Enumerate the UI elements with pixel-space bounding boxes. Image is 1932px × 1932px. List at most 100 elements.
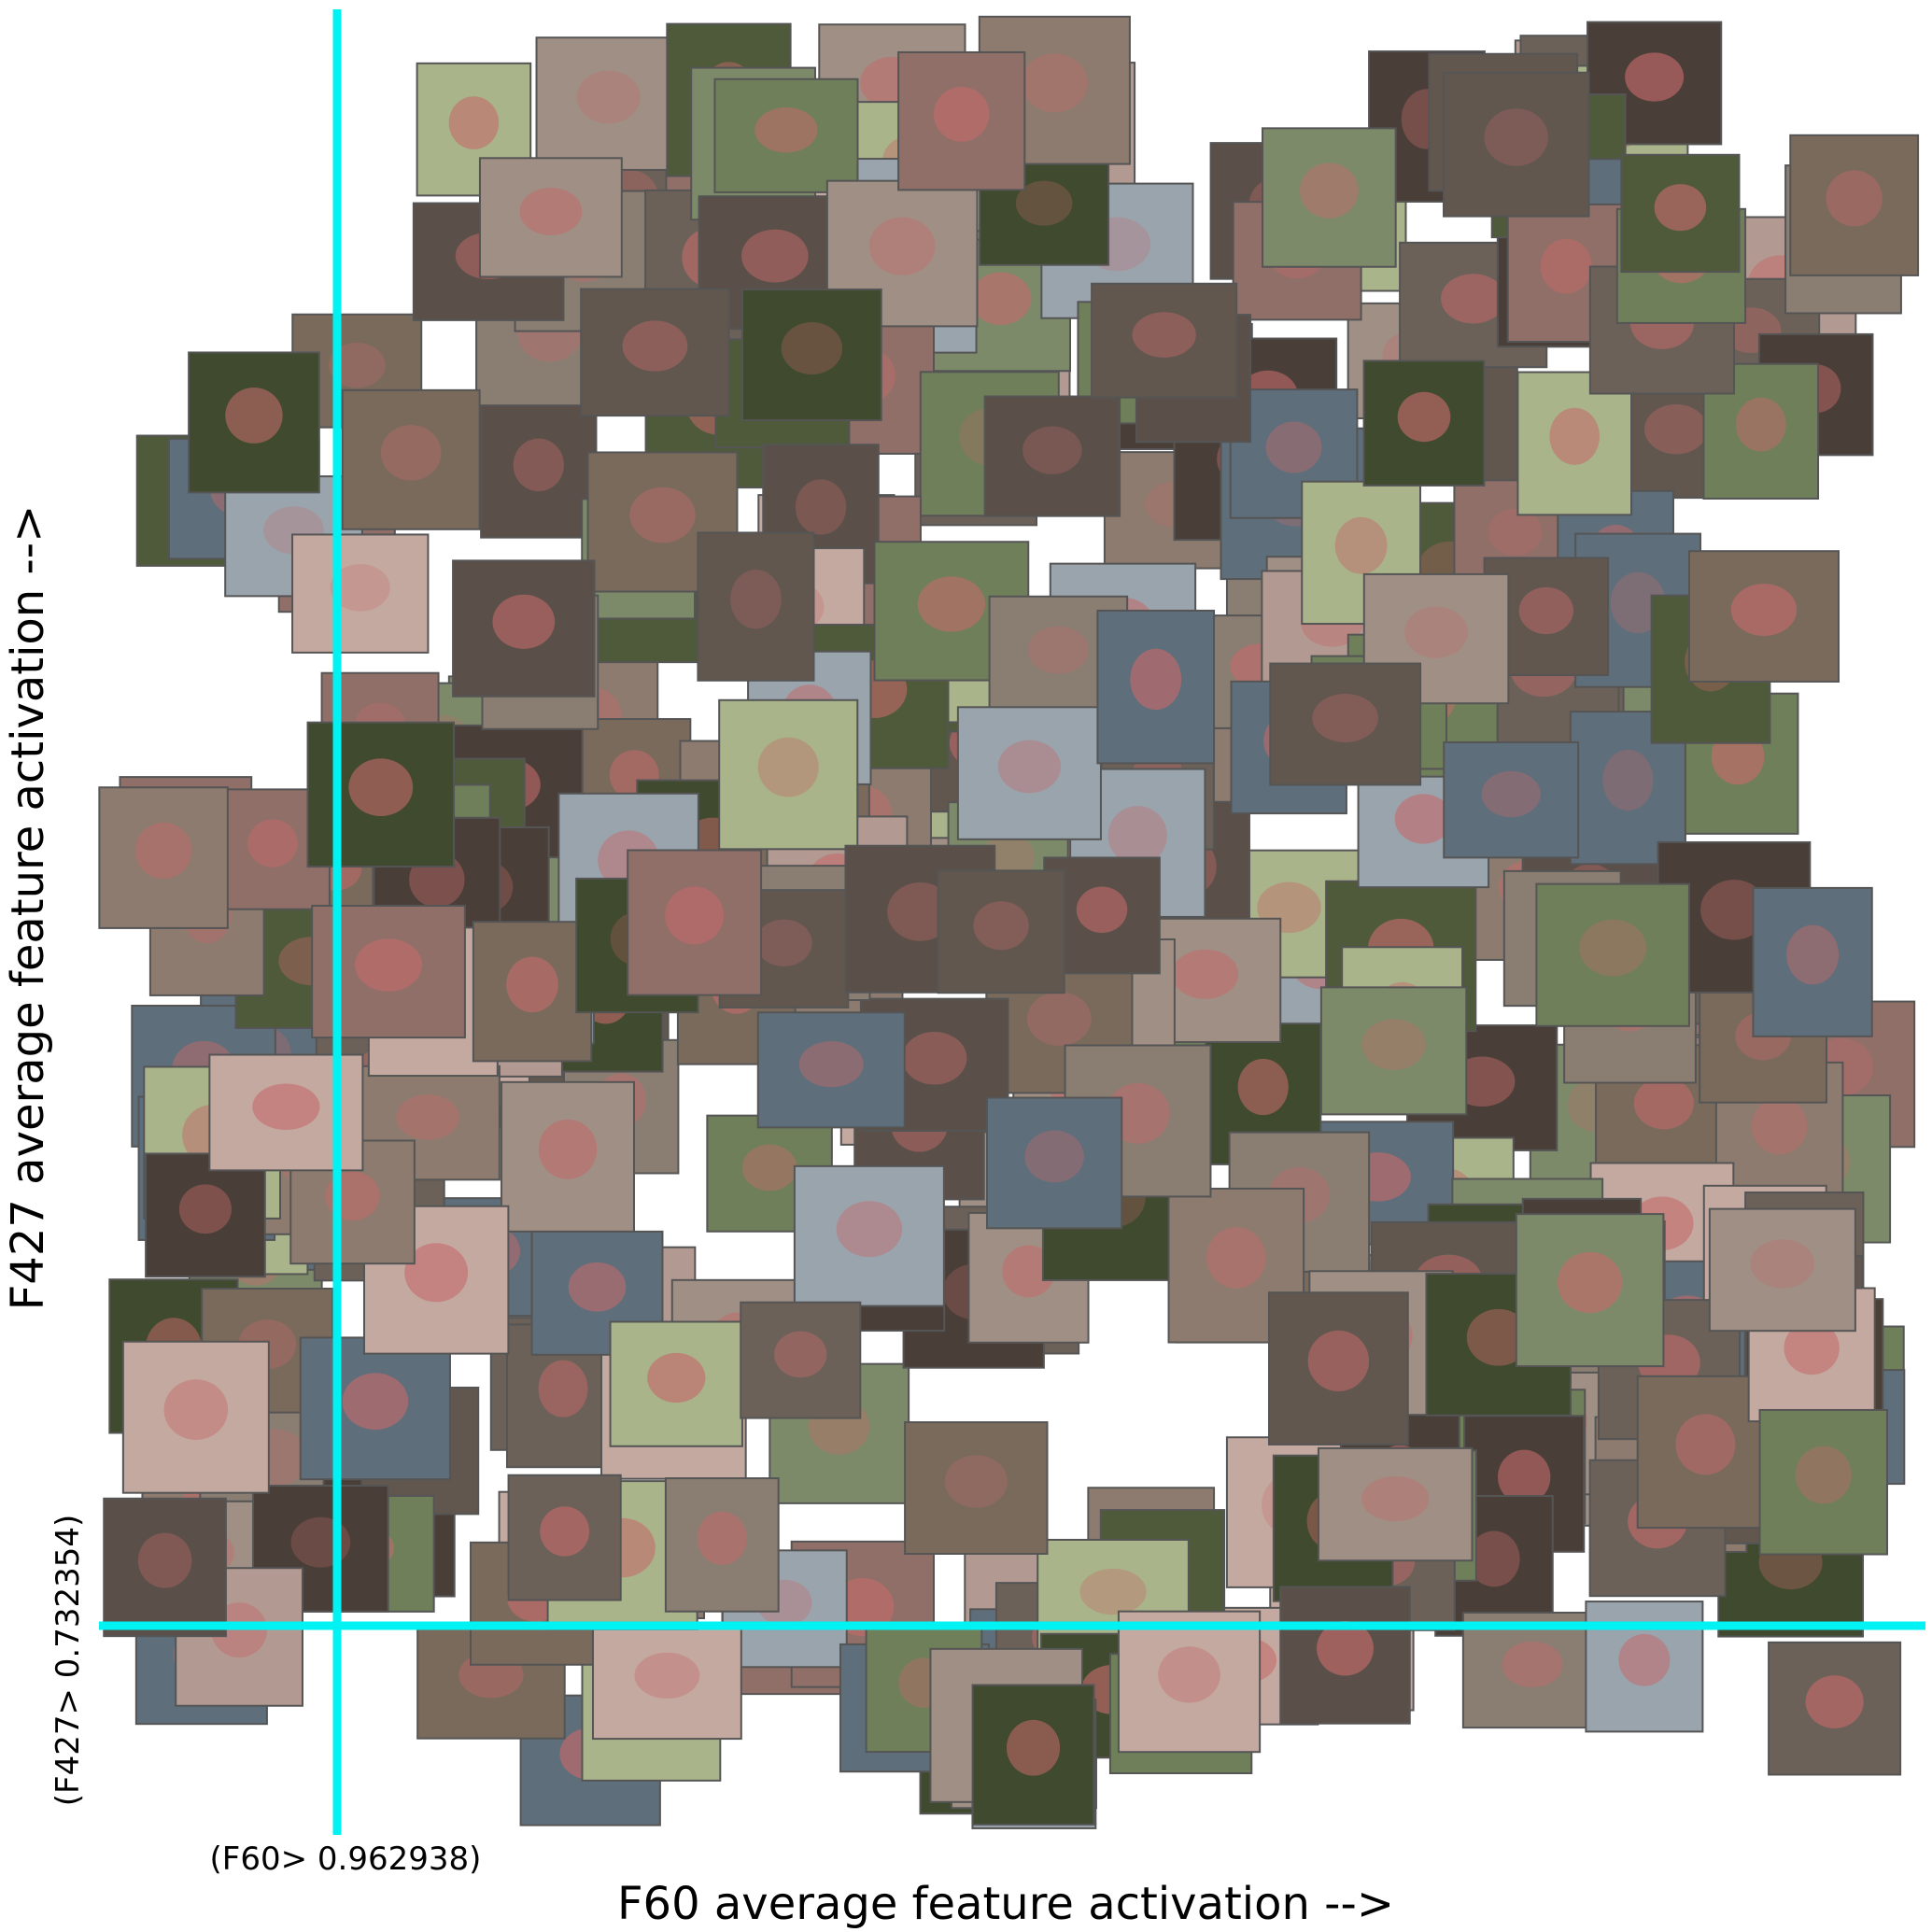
thumbnail-detail: [225, 387, 283, 444]
thumbnail-detail: [1021, 53, 1088, 113]
thumbnail-detail: [1625, 52, 1685, 102]
thumbnail: [956, 706, 1102, 840]
thumbnail: [985, 1096, 1123, 1230]
thumbnail-detail: [1132, 312, 1196, 358]
thumbnail-detail: [755, 919, 812, 966]
thumbnail-detail: [1805, 1675, 1864, 1728]
thumbnail-detail: [754, 107, 818, 153]
thumbnail: [1535, 882, 1690, 1027]
thumbnail-detail: [247, 819, 298, 867]
thumbnail-detail: [1579, 919, 1647, 977]
thumbnail: [1515, 1213, 1665, 1368]
thumbnail-detail: [969, 272, 1032, 325]
thumbnail-detail: [1307, 1330, 1370, 1391]
x-threshold-label: (F60> 0.962938): [210, 1840, 482, 1878]
thumbnail-detail: [290, 1516, 351, 1568]
thumbnail: [697, 531, 815, 682]
thumbnail: [1262, 127, 1397, 268]
thumbnail-detail: [1750, 1239, 1815, 1289]
thumbnail-detail: [868, 217, 936, 275]
thumbnail-detail: [506, 956, 558, 1013]
thumbnail-detail: [798, 1041, 864, 1088]
thumbnail-detail: [1675, 1414, 1736, 1475]
thumbnail-detail: [1002, 1245, 1055, 1298]
thumbnail: [341, 388, 481, 530]
thumbnail: [1091, 282, 1238, 399]
thumbnail-detail: [1784, 1321, 1840, 1375]
x-axis-label: F60 average feature activation -->: [617, 1878, 1394, 1930]
thumbnail-detail: [634, 1652, 700, 1699]
thumbnail-detail: [944, 1455, 1008, 1508]
thumbnail-detail: [1786, 924, 1840, 985]
thumbnail-detail: [1735, 397, 1786, 452]
thumbnail-detail: [1549, 407, 1600, 465]
thumbnail-detail: [380, 425, 442, 481]
thumbnail-detail: [448, 96, 500, 149]
thumbnail-detail: [538, 1360, 588, 1417]
thumbnail: [756, 1011, 906, 1129]
thumbnail-detail: [1397, 391, 1451, 443]
thumbnail-detail: [1158, 1646, 1220, 1703]
thumbnail-detail: [902, 1031, 967, 1085]
thumbnail-detail: [1027, 626, 1089, 674]
thumbnail-detail: [1312, 694, 1379, 742]
thumbnail: [480, 404, 598, 539]
thumbnail-detail: [519, 188, 583, 235]
thumbnail: [580, 288, 730, 417]
thumbnail: [103, 1497, 227, 1638]
thumbnail-detail: [1518, 586, 1573, 635]
thumbnail: [793, 1164, 945, 1307]
thumbnail-detail: [665, 886, 725, 945]
y-threshold-label: (F427> 0.732354): [49, 1515, 87, 1807]
thumbnail-detail: [252, 1083, 320, 1131]
thumbnail-detail: [1334, 516, 1388, 574]
thumbnail: [145, 1152, 266, 1278]
thumbnail: [535, 36, 682, 171]
thumbnail-detail: [1466, 1308, 1530, 1366]
thumbnail-detail: [1394, 794, 1453, 844]
thumbnail-detail: [774, 1331, 827, 1378]
thumbnail-detail: [342, 1373, 409, 1431]
thumbnail-layer: [98, 15, 1920, 1829]
thumbnail-detail: [887, 881, 953, 941]
thumbnail: [1443, 71, 1590, 218]
thumbnail-detail: [1498, 1449, 1551, 1504]
thumbnail-detail: [1299, 162, 1359, 219]
thumbnail-detail: [1468, 1530, 1520, 1587]
thumbnail-detail: [741, 1144, 797, 1192]
thumbnail-detail: [1172, 949, 1239, 999]
thumbnail-detail: [1206, 1227, 1266, 1289]
thumbnail-detail: [1130, 648, 1182, 711]
thumbnail-detail: [781, 321, 843, 375]
thumbnail-detail: [757, 737, 819, 797]
thumbnail-detail: [1557, 1251, 1623, 1314]
thumbnail: [1443, 740, 1580, 859]
thumbnail: [591, 1622, 742, 1741]
thumbnail-detail: [1826, 170, 1883, 227]
thumbnail-detail: [1441, 274, 1506, 324]
thumbnail-detail: [1076, 886, 1128, 934]
thumbnail-detail: [1700, 880, 1768, 940]
thumbnail-detail: [647, 1352, 706, 1403]
thumbnail-detail: [1633, 1077, 1694, 1130]
thumbnail-detail: [1022, 426, 1082, 474]
thumbnail: [507, 1474, 622, 1601]
thumbnail: [1117, 1610, 1262, 1754]
thumbnail-detail: [730, 570, 782, 629]
thumbnail-detail: [997, 740, 1062, 794]
thumbnail-detail: [1540, 238, 1592, 294]
thumbnail-detail: [836, 1201, 903, 1258]
thumbnail-detail: [1361, 1475, 1430, 1522]
thumbnail-detail: [1006, 1719, 1061, 1776]
thumbnail-detail: [1404, 606, 1469, 658]
thumbnail-detail: [1488, 508, 1543, 556]
thumbnail-detail: [622, 320, 688, 372]
thumbnail-detail: [1484, 108, 1548, 166]
thumbnail-detail: [134, 822, 192, 880]
thumbnail: [1319, 986, 1468, 1116]
thumbnail: [1752, 886, 1873, 1037]
thumbnail-detail: [933, 86, 990, 142]
thumbnail-detail: [1015, 180, 1073, 226]
